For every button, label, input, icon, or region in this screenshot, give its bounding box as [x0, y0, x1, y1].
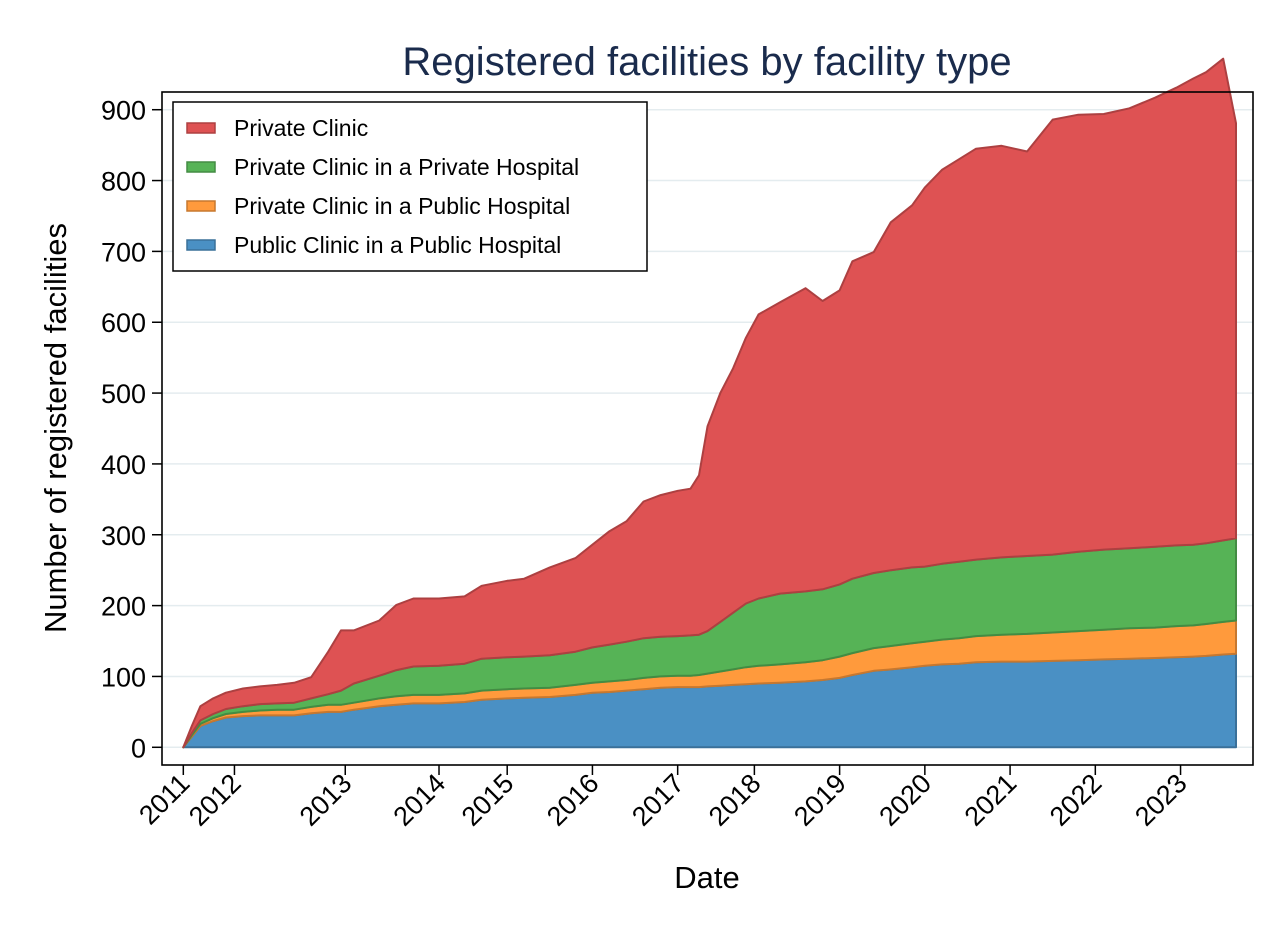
y-axis: 0 100 200 300 400 500 600 700 800 900: [101, 96, 162, 763]
y-axis-title: Number of registered facilities: [38, 223, 73, 633]
y-tick-label: 600: [101, 308, 146, 338]
legend-swatch-public-clinic-in-a-public-hospital: [186, 239, 216, 251]
y-tick-label: 700: [101, 237, 146, 267]
area-layer: [182, 57, 1237, 749]
legend-swatch-private-clinic: [186, 122, 216, 134]
y-tick-label: 200: [101, 592, 146, 622]
legend-label-public-clinic-in-a-public-hospital: Public Clinic in a Public Hospital: [234, 232, 561, 258]
y-tick-label: 500: [101, 379, 146, 409]
y-tick-label: 900: [101, 96, 146, 126]
y-tick-label: 0: [131, 733, 146, 763]
y-tick-label: 800: [101, 167, 146, 197]
legend-label-private-clinic-in-a-public-hospital: Private Clinic in a Public Hospital: [234, 193, 570, 219]
legend-label-private-clinic-in-a-private-hospital: Private Clinic in a Private Hospital: [234, 154, 579, 180]
plot-frame: [161, 91, 1254, 766]
legend-swatch-private-clinic-in-a-private-hospital: [186, 161, 216, 173]
y-tick-label: 300: [101, 521, 146, 551]
legend-swatch-private-clinic-in-a-public-hospital: [186, 200, 216, 212]
y-tick-label: 400: [101, 450, 146, 480]
chart-title: Registered facilities by facility type: [402, 40, 1011, 84]
legend: Private Clinic Private Clinic in a Privat…: [172, 101, 648, 272]
legend-box: [172, 101, 648, 272]
legend-label-private-clinic: Private Clinic: [234, 115, 368, 141]
x-axis-title: Date: [674, 860, 739, 895]
area-private-clinic: [182, 57, 1237, 749]
y-tick-label: 100: [101, 662, 146, 692]
